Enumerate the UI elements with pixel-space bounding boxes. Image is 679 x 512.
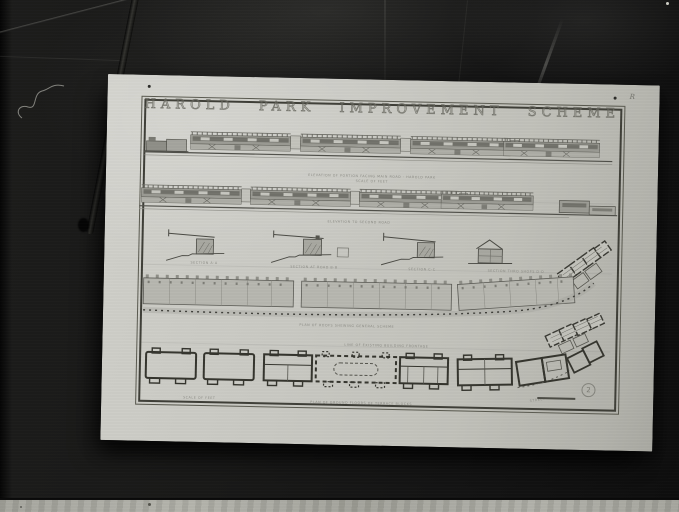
plan-block-4-dashed [314, 350, 398, 389]
boundary-dashed-line [143, 282, 595, 316]
plan-block-2 [202, 348, 256, 386]
caption-section-1: SECTION A·A [190, 260, 218, 266]
curved-street-line [517, 370, 571, 389]
plan-block-8-angled [565, 340, 605, 374]
end-annex-building [558, 200, 616, 217]
pencil-note-r: R [629, 92, 635, 102]
drawing-title: HAROLD PARK IMPROVEMENT SCHEME [144, 96, 621, 122]
caption-elevation-lower: ELEVATION TO SECOND ROAD [327, 219, 391, 225]
reflection-line [384, 0, 386, 118]
section-drawings [165, 229, 513, 266]
caption-scale: SCALE OF FEET [182, 395, 216, 401]
elevation-drawing-lower [139, 183, 618, 218]
scratch-mark [17, 84, 65, 119]
strip-speck [148, 503, 151, 506]
photo-bottom-strip [0, 498, 679, 512]
caption-section-2: SECTION AT ROAD B·B [290, 264, 338, 270]
section-drawing [270, 230, 349, 263]
caption-section-4: SECTION THRO SHOPS D·D [487, 268, 545, 275]
section-drawing [468, 239, 513, 265]
dust-speck [666, 2, 669, 5]
plan-block-6 [456, 353, 514, 391]
caption-block-plans: PLAN OF GROUND FLOORS OF TERRACE BLOCKS [310, 400, 413, 407]
pin-hole [613, 96, 617, 100]
plan-block-5 [398, 352, 450, 390]
elevation-drawing-top [144, 130, 613, 165]
angled-block-plan-upper [556, 240, 613, 290]
angled-block-plan-lower [544, 312, 606, 355]
section-drawing [380, 232, 444, 266]
floor-plan-row [144, 340, 605, 391]
thin-rod [0, 0, 128, 34]
ground-line [144, 151, 613, 163]
roof-plan-segments [142, 273, 576, 311]
drawing-sheet: R HAROLD PARK IMPROVEMENT SCHEME [100, 74, 660, 452]
plan-block-3 [262, 349, 314, 387]
depot-building [144, 136, 189, 153]
photo-left-edge-shadow [0, 0, 12, 512]
section-drawing [165, 229, 225, 261]
walking-stick-tip [78, 218, 89, 232]
drawing-content: HAROLD PARK IMPROVEMENT SCHEME [135, 96, 623, 413]
ground-line [139, 205, 618, 217]
strip-speck [20, 506, 22, 508]
board-seam-line [0, 55, 122, 62]
plan-block-7-curved [514, 353, 571, 387]
caption-section-3: SECTION C·C [408, 267, 436, 272]
plan-block-1 [144, 347, 198, 385]
caption-elevation-top-scale: SCALE OF FEET [355, 179, 389, 184]
pin-hole [147, 84, 151, 88]
site-plan-strip [142, 273, 596, 318]
